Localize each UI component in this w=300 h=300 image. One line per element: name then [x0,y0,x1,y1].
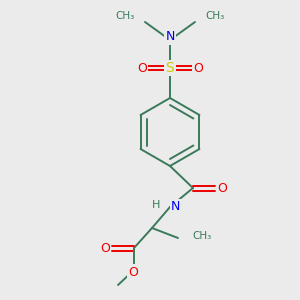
Text: CH₃: CH₃ [192,231,211,241]
Text: CH₃: CH₃ [205,11,224,21]
Text: S: S [166,61,174,75]
Text: N: N [171,200,180,214]
Text: H: H [152,200,160,210]
Text: N: N [165,31,175,44]
Text: O: O [137,61,147,74]
Text: O: O [193,61,203,74]
Text: O: O [128,266,138,278]
Text: O: O [100,242,110,254]
Text: CH₃: CH₃ [116,11,135,21]
Text: O: O [217,182,227,194]
